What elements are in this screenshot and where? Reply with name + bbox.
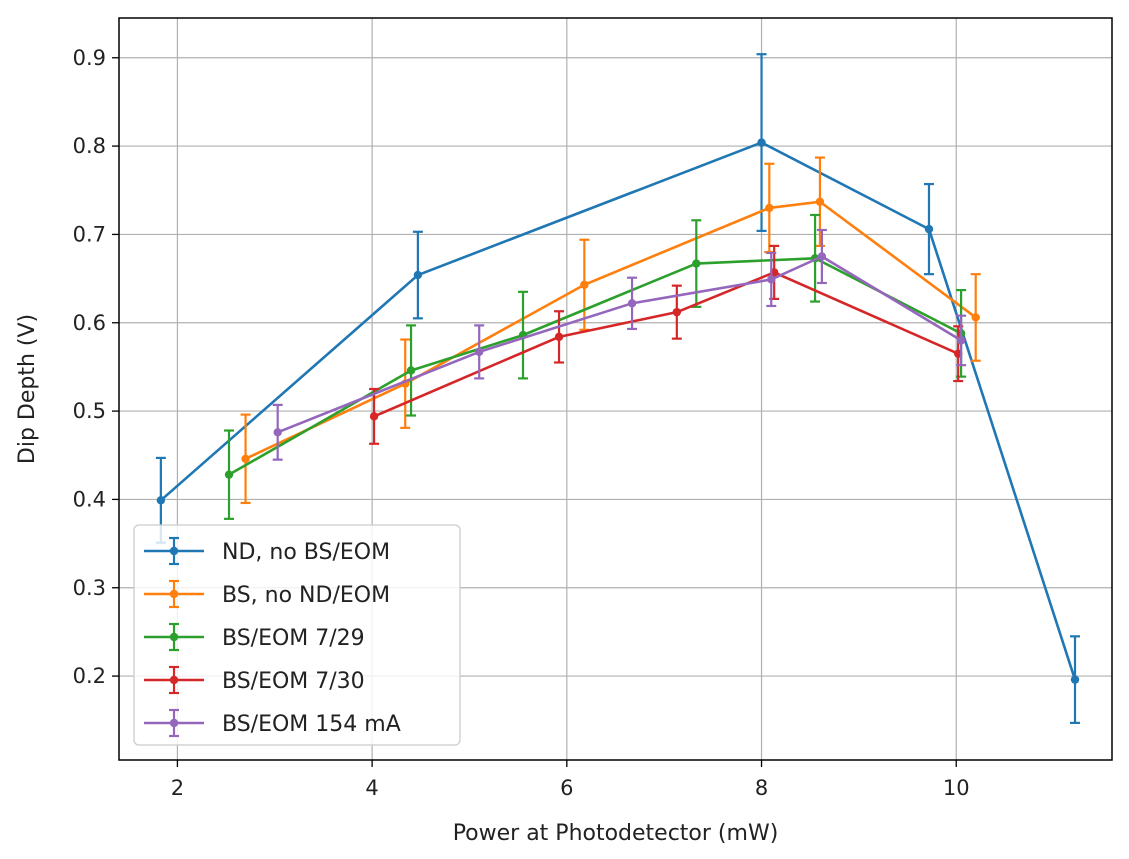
legend-item: ND, no BS/EOM [144, 536, 390, 566]
data-point [757, 138, 766, 147]
x-tick-label: 8 [755, 776, 768, 800]
legend-swatch-marker [169, 675, 179, 685]
data-point [815, 197, 825, 206]
data-point [156, 496, 166, 505]
x-tick-label: 6 [560, 776, 573, 800]
legend-box [133, 524, 461, 746]
data-point [956, 336, 966, 345]
legend-label: ND, no BS/EOM [222, 540, 390, 565]
series [240, 156, 981, 505]
plot-series [155, 53, 1081, 725]
data-point [224, 470, 234, 479]
data-point [971, 313, 980, 322]
x-axis-label: Power at Photodetector (mW) [453, 821, 779, 846]
legend-swatch-marker [169, 546, 179, 556]
data-point [369, 412, 379, 421]
legend-swatch-marker [169, 589, 179, 599]
legend-label: BS/EOM 7/30 [222, 669, 365, 694]
y-tick-label: 0.5 [73, 399, 106, 423]
y-tick-label: 0.6 [73, 311, 106, 335]
x-tick-label: 2 [171, 776, 184, 800]
data-point [475, 347, 484, 357]
axis-ticks: 2 4 6 8 10 0.2 0.3 0.4 0.5 0.6 0.7 0.8 0.9 [73, 46, 970, 800]
legend-item: BS/EOM 7/29 [144, 622, 365, 652]
y-tick-label: 0.3 [73, 576, 106, 600]
data-point [413, 270, 423, 280]
series-line [245, 200, 977, 460]
legend-item: BS, no ND/EOM [144, 579, 390, 609]
data-point [924, 224, 934, 234]
legend: ND, no BS/EOM BS, no ND/EOM BS/EOM 7/29 BS/… [133, 524, 461, 746]
data-point [767, 275, 776, 284]
y-tick-label: 0.7 [73, 222, 106, 246]
y-tick-label: 0.8 [73, 134, 106, 158]
data-point [406, 366, 416, 375]
y-tick-label: 0.4 [73, 487, 106, 511]
legend-item: BS/EOM 7/30 [144, 665, 365, 695]
data-point [241, 454, 250, 463]
series-line [228, 256, 962, 476]
legend-label: BS, no ND/EOM [222, 583, 390, 608]
data-point [1070, 675, 1080, 684]
legend-swatch-marker [169, 718, 179, 728]
data-point [580, 280, 589, 289]
data-point [627, 299, 637, 308]
legend-swatch-marker [169, 632, 179, 642]
legend-label: BS/EOM 7/29 [222, 626, 365, 651]
data-point [672, 307, 682, 317]
y-axis-label: Dip Depth (V) [15, 314, 40, 464]
y-tick-label: 0.9 [73, 46, 106, 70]
data-point [554, 332, 564, 342]
series [224, 213, 967, 520]
data-point [692, 259, 701, 268]
data-point [765, 203, 774, 213]
legend-label: BS/EOM 154 mA [222, 712, 401, 737]
y-tick-label: 0.2 [73, 664, 106, 688]
series [272, 228, 967, 461]
x-tick-label: 4 [365, 776, 378, 800]
plot-frame [118, 17, 1113, 761]
x-tick-label: 10 [943, 776, 970, 800]
series-line [277, 255, 962, 434]
series [155, 53, 1081, 725]
data-point [817, 252, 827, 261]
series-line [373, 271, 959, 418]
data-point [273, 428, 282, 437]
legend-item: BS/EOM 154 mA [144, 708, 401, 738]
